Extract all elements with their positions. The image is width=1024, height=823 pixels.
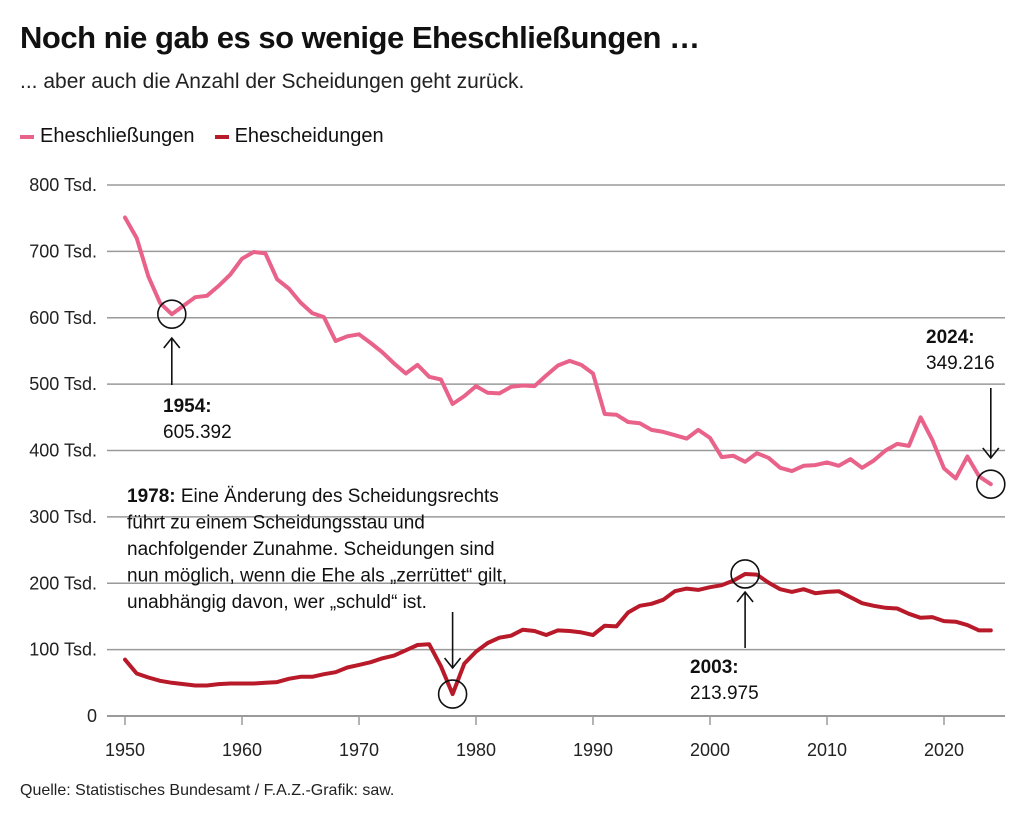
annotations: 1954: 605.392 2024: 349.216 1978: Eine Änder…	[127, 299, 1006, 709]
highlight-circle	[730, 559, 760, 589]
series-line-ehescheidungen	[123, 572, 993, 697]
annotation-2024: 2024: 349.216	[926, 327, 1006, 500]
y-tick-label: 200 Tsd.	[29, 573, 97, 593]
annotation-year: 2024:	[926, 327, 975, 348]
annotation-text-line: unabhängig davon, wer „schuld“ ist.	[127, 592, 427, 613]
annotation-text-line: führt zu einem Scheidungsstau und	[127, 513, 425, 534]
x-tick-label: 2000	[690, 740, 730, 760]
arrowhead-icon	[443, 657, 462, 670]
x-axis: 1950 1960 1970 1980 1990 2000 2010 2020	[105, 716, 964, 760]
y-tick-label: 400 Tsd.	[29, 441, 97, 461]
x-tick-label: 2010	[807, 740, 847, 760]
legend-label-eheschliessungen: Eheschließungen	[40, 125, 195, 147]
series-lines	[123, 215, 993, 697]
annotation-value: 349.216	[926, 353, 995, 374]
legend-item-ehescheidungen: Ehescheidungen	[214, 125, 384, 148]
x-tick-label: 1980	[456, 740, 496, 760]
legend-swatch-eheschliessungen	[20, 134, 34, 139]
annotation-year: 1954:	[163, 396, 212, 417]
annotation-text-line: nachfolgender Zunahme. Scheidungen sind	[127, 539, 495, 560]
x-tick-label: 1950	[105, 740, 145, 760]
y-tick-label: 0	[87, 706, 97, 726]
annotation-1954: 1954: 605.392	[157, 299, 232, 443]
arrowhead-icon	[163, 336, 181, 349]
y-tick-label: 100 Tsd.	[29, 640, 97, 660]
y-tick-label: 700 Tsd.	[29, 241, 97, 261]
annotation-1978: 1978: Eine Änderung des Scheidungsrechts…	[127, 486, 507, 709]
y-tick-label: 600 Tsd.	[29, 308, 97, 328]
annotation-text-line: nun möglich, wenn die Ehe als „zerrüttet…	[127, 566, 507, 587]
highlight-circle	[975, 469, 1006, 500]
annotation-2003: 2003: 213.975	[690, 559, 760, 704]
annotation-year: 2003:	[690, 657, 739, 678]
legend-swatch-ehescheidungen	[214, 134, 229, 139]
annotation-value: 605.392	[163, 422, 232, 443]
x-tick-label: 1970	[339, 740, 379, 760]
highlight-circle	[437, 679, 468, 709]
legend-item-eheschliessungen: Eheschließungen	[20, 125, 195, 148]
chart-subtitle: ... aber auch die Anzahl der Scheidungen…	[20, 70, 525, 93]
y-axis-labels: 0 100 Tsd. 200 Tsd. 300 Tsd. 400 Tsd. 500 Tsd…	[29, 175, 97, 726]
y-tick-label: 300 Tsd.	[29, 507, 97, 527]
source-note: Quelle: Statistisches Bundesamt / F.A.Z.…	[20, 782, 395, 799]
legend-label-ehescheidungen: Ehescheidungen	[234, 125, 384, 147]
annotation-body: Eine Änderung des Scheidungsrechts	[181, 486, 499, 507]
series-line-eheschliessungen	[123, 215, 993, 487]
arrowhead-icon	[982, 447, 1000, 460]
x-tick-label: 1960	[222, 740, 262, 760]
arrowhead-icon	[736, 590, 754, 603]
annotation-value: 213.975	[690, 683, 759, 704]
highlight-circle	[157, 299, 187, 329]
y-tick-label: 800 Tsd.	[29, 175, 97, 195]
x-tick-label: 1990	[573, 740, 613, 760]
gridlines	[107, 184, 1005, 717]
annotation-year: 1978:	[127, 486, 181, 507]
y-tick-label: 500 Tsd.	[29, 374, 97, 394]
chart-title: Noch nie gab es so wenige Eheschließunge…	[20, 20, 700, 55]
annotation-text-line: 1978: Eine Änderung des Scheidungsrechts	[127, 486, 499, 507]
x-tick-label: 2020	[924, 740, 964, 760]
legend: Eheschließungen Ehescheidungen	[20, 125, 384, 148]
